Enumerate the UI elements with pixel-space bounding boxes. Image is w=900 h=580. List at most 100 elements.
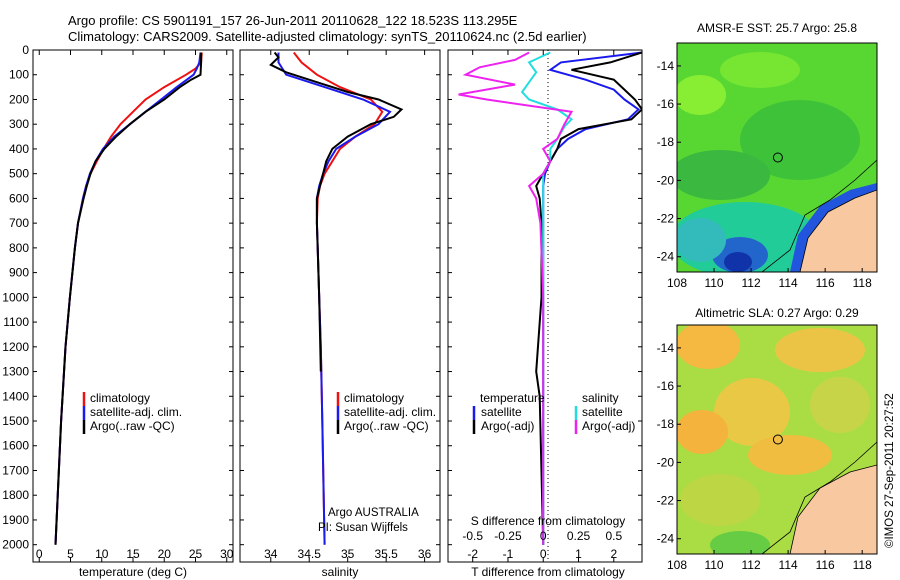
x-tick-label-salinity: -0.5 (462, 529, 483, 543)
x-tick-label-salinity: -0.25 (494, 529, 522, 543)
sla-high-patch (677, 325, 740, 369)
temperature-xlabel: temperature (deg C) (79, 565, 187, 579)
map-y-tick-label: -14 (657, 59, 675, 73)
difference-xlabel-S: S difference from climatology (471, 514, 626, 528)
map-x-tick-label: 110 (704, 558, 723, 572)
legend-label-T-satellite: satellite (481, 405, 522, 419)
map-x-tick-label: 118 (853, 276, 872, 290)
depth-tick-label: 0 (22, 43, 29, 57)
map-x-tick-label: 118 (853, 558, 872, 572)
legend-title-temperature: temperature (480, 391, 545, 405)
x-tick-label: 34 (264, 547, 278, 561)
difference-series (458, 50, 642, 562)
land-mass (799, 189, 877, 272)
sla-mid-patch (680, 474, 760, 526)
map-y-tick-label: -18 (657, 135, 675, 149)
depth-tick-label: 1400 (2, 389, 29, 403)
x-tick-label: 35.5 (374, 547, 398, 561)
depth-tick-label: 200 (9, 92, 29, 106)
argo-pi-annotation: PI: Susan Wijffels (318, 522, 408, 534)
map-y-tick-label: -16 (657, 379, 675, 393)
legend-label-satellite: satellite-adj. clim. (344, 405, 436, 419)
depth-tick-label: 1300 (2, 365, 29, 379)
sst-map-title: AMSR-E SST: 25.7 Argo: 25.8 (697, 21, 857, 35)
legend-label-argo: Argo(..raw -QC) (344, 419, 429, 433)
x-tick-label: 2 (610, 547, 617, 561)
sst-mid-patch (740, 100, 860, 180)
x-axis-ticks: 0 5 10 15 20 25 30 34 34.5 35 35.5 36 -2 -1 0 1 2 -0.5 -0.… (36, 50, 622, 562)
salinity-xlabel: salinity (322, 565, 359, 579)
difference-legend: temperature salinity satellite Argo(-adj… (472, 391, 635, 434)
map-y-tick-label: -24 (657, 532, 675, 546)
map-y-tick-label: -20 (657, 173, 675, 187)
sst-warm-patch (720, 52, 800, 88)
temperature-series (54, 52, 203, 545)
land-mass (789, 464, 877, 554)
depth-tick-label: 900 (9, 266, 29, 280)
map-y-tick-label: -20 (657, 455, 675, 469)
legend-title-salinity: salinity (582, 391, 619, 405)
sst-cold-core (724, 252, 752, 272)
depth-tick-label: 1200 (2, 340, 29, 354)
salinity-series (269, 51, 404, 545)
x-tick-label: 36 (418, 547, 432, 561)
map-x-tick-label: 110 (704, 276, 723, 290)
depth-tick-label: 1900 (2, 513, 29, 527)
depth-tick-label: 1000 (2, 290, 29, 304)
argo-position-marker (772, 152, 783, 163)
sla-high-patch (677, 410, 728, 454)
map-y-tick-label: -24 (657, 250, 675, 264)
map-y-tick-label: -18 (657, 417, 675, 431)
x-tick-label: 20 (158, 547, 172, 561)
salinity-plot-frame (239, 49, 441, 563)
difference-plot-frame (447, 49, 643, 563)
sst-cool-patch (677, 218, 726, 262)
sla-map (677, 325, 877, 554)
depth-tick-label: 1700 (2, 463, 29, 477)
difference-xlabel-T: T difference from climatology (471, 565, 625, 579)
depth-tick-label: 1600 (2, 439, 29, 453)
depth-tick-label: 300 (9, 117, 29, 131)
sla-map-title: Altimetric SLA: 0.27 Argo: 0.29 (695, 306, 859, 320)
sst-map-frame (676, 42, 878, 273)
sst-map (677, 43, 877, 272)
sst-mid-patch (677, 150, 770, 200)
map-x-tick-label: 112 (742, 558, 761, 572)
sla-high-patch (748, 435, 832, 475)
sla-mid-patch (810, 377, 870, 433)
depth-tick-label: 1500 (2, 414, 29, 428)
bathymetry-contour (761, 441, 877, 554)
sst-warm-patch (677, 75, 726, 115)
legend-label-S-satellite: satellite (582, 405, 623, 419)
x-tick-label: -1 (503, 547, 514, 561)
temperature-legend: climatology satellite-adj. clim. Argo(..… (82, 391, 182, 434)
argo-agency-annotation: Argo AUSTRALIA (328, 507, 419, 519)
x-tick-label: 5 (67, 547, 74, 561)
depth-tick-label: 600 (9, 191, 29, 205)
legend-label-climatology: climatology (90, 391, 150, 405)
legend-label-argo: Argo(..raw -QC) (90, 419, 175, 433)
x-tick-label: 25 (189, 547, 203, 561)
sla-high-patch (714, 378, 790, 446)
depth-tick-label: 1800 (2, 488, 29, 502)
series-line-salinity-argo-adj- (458, 51, 574, 545)
argo-position-marker (772, 434, 783, 445)
sla-low-patch (710, 531, 770, 554)
map-x-tick-label: 116 (816, 558, 835, 572)
map-axes: 108 110 112 114 116 118 -14 -16 -18 -20 -22 -24 108 1… (657, 59, 872, 572)
series-line-satellite-adj-clim- (277, 52, 392, 545)
depth-tick-label: 100 (9, 68, 29, 82)
x-tick-label: 0 (36, 547, 43, 561)
map-y-tick-label: -22 (657, 494, 675, 508)
imos-credit: ©IMOS 27-Sep-2011 20:27:52 (884, 393, 896, 548)
figure-title-line1: Argo profile: CS 5901191_157 26-Jun-2011… (68, 13, 518, 28)
series-line-temperature-argo-adj- (535, 51, 642, 545)
sla-map-frame (676, 324, 878, 555)
depth-tick-label: 700 (9, 216, 29, 230)
legend-label-S-argo: Argo(-adj) (582, 419, 635, 433)
salinity-legend: climatology satellite-adj. clim. Argo(..… (336, 391, 436, 434)
x-tick-label: 10 (95, 547, 109, 561)
depth-tick-label: 800 (9, 241, 29, 255)
legend-label-climatology: climatology (344, 391, 404, 405)
x-tick-label: 15 (126, 547, 140, 561)
